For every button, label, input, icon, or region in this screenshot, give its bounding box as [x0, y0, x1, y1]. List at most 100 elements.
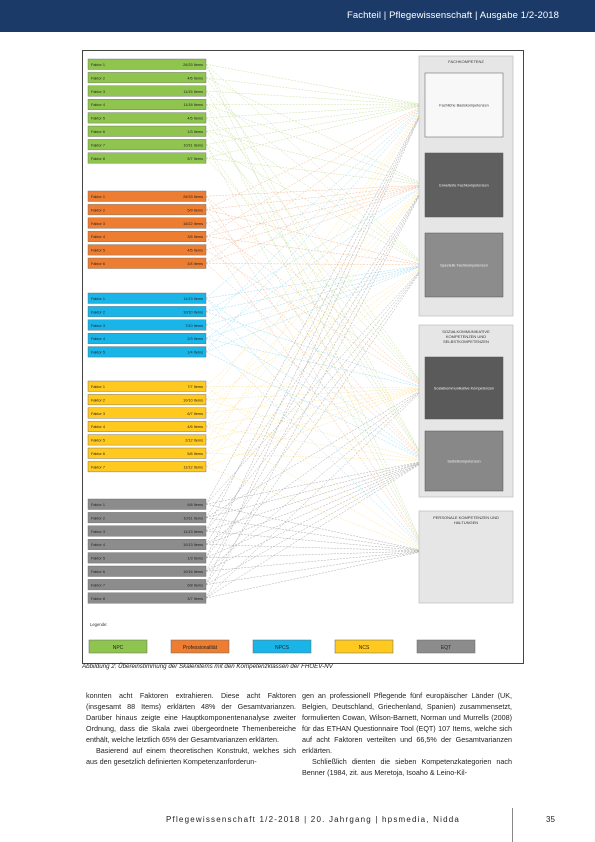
mapping-line [205, 460, 426, 505]
legend-label: NPCS [275, 645, 290, 651]
legend-label: Professionalität [183, 645, 218, 651]
factor-items-value: 5/6 Items [187, 452, 203, 456]
mapping-line [205, 144, 426, 462]
factor-items-value: 10/11 Items [183, 143, 203, 147]
mapping-line [205, 184, 426, 440]
mapping-line [205, 460, 426, 545]
factor-items-value: 11/15 Items [183, 90, 203, 94]
mapping-line [205, 544, 426, 552]
mapping-line [205, 324, 426, 462]
mapping-line [205, 460, 426, 585]
mapping-line [205, 104, 426, 454]
mapping-line [205, 466, 426, 552]
factor-box [87, 552, 207, 564]
factor-box [87, 139, 207, 151]
mapping-line [205, 104, 426, 237]
mapping-line [205, 387, 426, 545]
factor-items-value: 5/7 Items [187, 157, 203, 161]
legend-swatch [170, 639, 230, 654]
page-number: 35 [546, 815, 555, 824]
factor-items-value: 11/18 Items [183, 103, 203, 107]
factor-box [87, 190, 207, 202]
mapping-line [205, 460, 426, 518]
factor-label: Faktor 3 [91, 412, 105, 416]
factor-box [87, 99, 207, 110]
mapping-line [205, 338, 426, 552]
mapping-line [205, 209, 426, 266]
mapping-line [205, 387, 426, 518]
competence-heading: FACHKOMPETENZ [448, 59, 484, 64]
mapping-line [205, 196, 426, 552]
mapping-line [205, 104, 426, 210]
body-column-left: konnten acht Faktoren extrahieren. Diese… [86, 690, 296, 767]
factor-label: Faktor 7 [91, 465, 105, 469]
mapping-line [205, 264, 426, 339]
mapping-line [205, 460, 426, 599]
factor-box [87, 306, 207, 318]
mapping-line [205, 104, 426, 532]
factor-label: Faktor 3 [91, 222, 105, 226]
footer-divider [512, 808, 513, 842]
competence-heading: PERSONALE KOMPETENZEN UND [433, 515, 499, 520]
factor-items-value: 2/3 Items [187, 337, 203, 341]
legend-swatch [252, 639, 312, 654]
mapping-line [205, 387, 426, 572]
mapping-line [205, 77, 426, 389]
mapping-line [205, 104, 426, 389]
factor-items-value: 4/5 Items [187, 249, 203, 253]
factor-box [87, 257, 207, 269]
mapping-line [205, 399, 426, 462]
mapping-line [205, 104, 426, 106]
factor-items-value: 4/6 Items [187, 76, 203, 80]
mapping-line [205, 550, 426, 559]
factor-label: Faktor 2 [91, 310, 105, 314]
factor-box [87, 72, 207, 84]
factor-label: Faktor 1 [91, 195, 105, 199]
competence-box-label: Sozialkommunikative Kompetenzen [434, 387, 494, 391]
mapping-line [205, 131, 426, 389]
mapping-line [205, 104, 426, 558]
mapping-line [205, 222, 426, 389]
factor-items-value: 3/7 Items [187, 597, 203, 601]
target-panel [418, 510, 514, 604]
factor-label: Faktor 1 [91, 297, 105, 301]
factor-label: Faktor 3 [91, 530, 105, 534]
factor-box [87, 407, 207, 419]
figure-frame: FACHKOMPETENZ Fachliche Basiskompetenzen E… [82, 50, 524, 664]
factor-label: Faktor 2 [91, 76, 105, 80]
footer-text: Pflegewissenschaft 1/2-2018 | 20. Jahrga… [166, 815, 461, 824]
mapping-line [205, 64, 426, 266]
factor-label: Faktor 6 [91, 130, 105, 134]
factor-items-value: 7/7 Items [187, 385, 203, 389]
mapping-line [205, 504, 426, 552]
legend-title: Legende: [90, 622, 107, 627]
factor-label: Faktor 6 [91, 262, 105, 266]
mapping-line [205, 460, 426, 559]
factor-label: Faktor 5 [91, 117, 105, 121]
mapping-line [205, 157, 426, 389]
competence-heading: KOMPETENZEN UND [446, 334, 486, 339]
factor-box [87, 525, 207, 537]
mapping-line [205, 184, 426, 572]
mapping-line [205, 184, 426, 197]
factor-items-value: 26/33 Items [183, 195, 203, 199]
competence-box [424, 430, 504, 492]
factor-label: Faktor 7 [91, 143, 105, 147]
mapping-line [205, 264, 426, 326]
factor-box [87, 125, 207, 137]
mapping-line [205, 104, 426, 400]
mapping-line [205, 184, 426, 312]
figure-caption: Abbildung 2: Übereinstimmung der Skaleni… [82, 663, 333, 670]
mapping-line [205, 104, 426, 264]
mapping-line [205, 460, 426, 532]
factor-items-value: 10/10 Items [183, 398, 203, 402]
mapping-line [205, 386, 426, 389]
mapping-line [205, 264, 426, 454]
mapping-line [205, 550, 426, 585]
legend-label: NPC [113, 645, 124, 651]
factor-label: Faktor 4 [91, 337, 105, 341]
mapping-line [205, 236, 426, 266]
factor-items-value: 6/7 Items [187, 412, 203, 416]
mapping-line [205, 184, 426, 237]
factor-box [87, 498, 207, 510]
